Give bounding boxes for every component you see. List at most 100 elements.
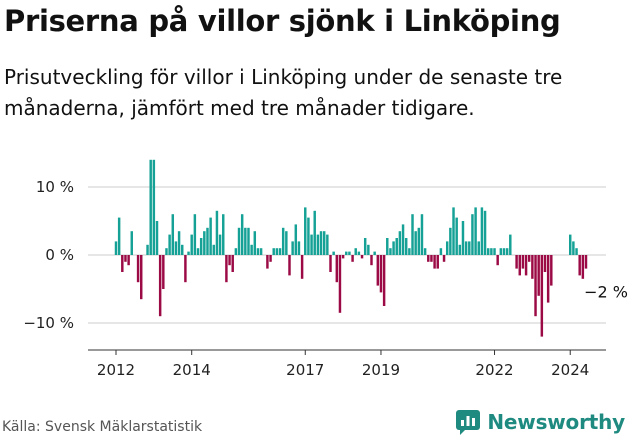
y-tick-label: 0 % bbox=[45, 246, 74, 264]
x-tick-label: 2019 bbox=[362, 361, 400, 379]
bar bbox=[149, 159, 152, 255]
chart-title: Priserna på villor sjönk i Linköping bbox=[4, 4, 561, 38]
bar bbox=[367, 244, 370, 255]
bar bbox=[581, 255, 585, 279]
bar bbox=[455, 217, 458, 255]
bar bbox=[499, 248, 503, 255]
bar bbox=[181, 244, 184, 255]
bar bbox=[278, 248, 282, 255]
bar bbox=[117, 217, 121, 255]
chart-subtitle: Prisutveckling för villor i Linköping un… bbox=[4, 65, 563, 120]
bar bbox=[449, 227, 452, 255]
bar bbox=[177, 231, 181, 255]
bar bbox=[546, 255, 550, 303]
x-tick-label: 2017 bbox=[286, 361, 324, 379]
bar bbox=[471, 214, 474, 255]
bar bbox=[461, 221, 465, 255]
bar bbox=[222, 214, 225, 255]
bar bbox=[518, 255, 521, 276]
bar bbox=[329, 255, 332, 272]
bar bbox=[389, 248, 392, 255]
bar bbox=[307, 217, 310, 255]
bar bbox=[360, 255, 364, 259]
bar bbox=[266, 255, 269, 269]
bar bbox=[158, 255, 162, 317]
bar bbox=[184, 255, 187, 283]
bar bbox=[171, 214, 175, 255]
bar bbox=[127, 255, 130, 266]
bar bbox=[240, 214, 244, 255]
bar bbox=[363, 238, 367, 255]
bar bbox=[531, 255, 534, 279]
x-tick-label: 2024 bbox=[551, 361, 589, 379]
bar bbox=[423, 248, 427, 255]
bar bbox=[445, 241, 449, 255]
bar bbox=[569, 234, 572, 255]
bar bbox=[521, 255, 525, 269]
x-tick-label: 2014 bbox=[173, 361, 211, 379]
bar bbox=[537, 255, 540, 296]
bar bbox=[430, 255, 433, 262]
bar bbox=[439, 248, 443, 255]
bar bbox=[348, 251, 351, 255]
bar bbox=[237, 227, 241, 255]
bar bbox=[524, 255, 528, 276]
bar bbox=[168, 234, 171, 255]
bar bbox=[420, 214, 424, 255]
bar bbox=[527, 255, 531, 262]
bar bbox=[404, 238, 408, 255]
bar bbox=[486, 248, 490, 255]
bar bbox=[190, 234, 193, 255]
bar bbox=[332, 251, 335, 255]
bar bbox=[146, 244, 149, 255]
bar bbox=[392, 241, 395, 255]
bar bbox=[373, 251, 376, 255]
bar bbox=[165, 248, 168, 255]
bar bbox=[370, 255, 373, 266]
bar bbox=[247, 227, 250, 255]
bar bbox=[572, 241, 575, 255]
bar bbox=[452, 207, 455, 255]
bar bbox=[584, 255, 588, 269]
bar bbox=[490, 248, 493, 255]
bar bbox=[215, 210, 219, 255]
bar bbox=[212, 244, 216, 255]
bar bbox=[433, 255, 436, 269]
bar bbox=[300, 255, 304, 279]
bar bbox=[285, 231, 288, 255]
bar bbox=[575, 248, 578, 255]
bar bbox=[269, 255, 272, 262]
bar bbox=[199, 238, 203, 255]
bar bbox=[196, 248, 200, 255]
y-tick-label: 10 % bbox=[36, 178, 74, 196]
bar bbox=[509, 234, 512, 255]
bar bbox=[253, 231, 257, 255]
bar bbox=[259, 248, 263, 255]
bar bbox=[357, 251, 361, 255]
bar bbox=[442, 255, 446, 262]
bar bbox=[505, 248, 509, 255]
bar bbox=[427, 255, 430, 262]
bar bbox=[313, 210, 316, 255]
bar bbox=[354, 248, 357, 255]
bar bbox=[483, 210, 487, 255]
x-tick-label: 2022 bbox=[475, 361, 513, 379]
bar bbox=[297, 241, 301, 255]
brand-name: Newsworthy bbox=[487, 410, 625, 434]
bar bbox=[464, 241, 468, 255]
bar bbox=[121, 255, 124, 272]
bar bbox=[395, 238, 398, 255]
bar bbox=[281, 227, 285, 255]
bar bbox=[203, 231, 206, 255]
bar bbox=[578, 255, 581, 276]
bar bbox=[162, 255, 165, 289]
bar bbox=[543, 255, 547, 272]
x-tick-label: 2012 bbox=[97, 361, 135, 379]
bar bbox=[326, 234, 329, 255]
bar bbox=[534, 255, 537, 317]
y-tick-label: −10 % bbox=[23, 314, 74, 332]
bar bbox=[316, 234, 320, 255]
bar-chart: 10 % 0 % −10 % 2012 2014 2017 2019 2022 2024 −2 % bbox=[23, 159, 628, 379]
bar bbox=[130, 231, 133, 255]
bar bbox=[218, 234, 222, 255]
